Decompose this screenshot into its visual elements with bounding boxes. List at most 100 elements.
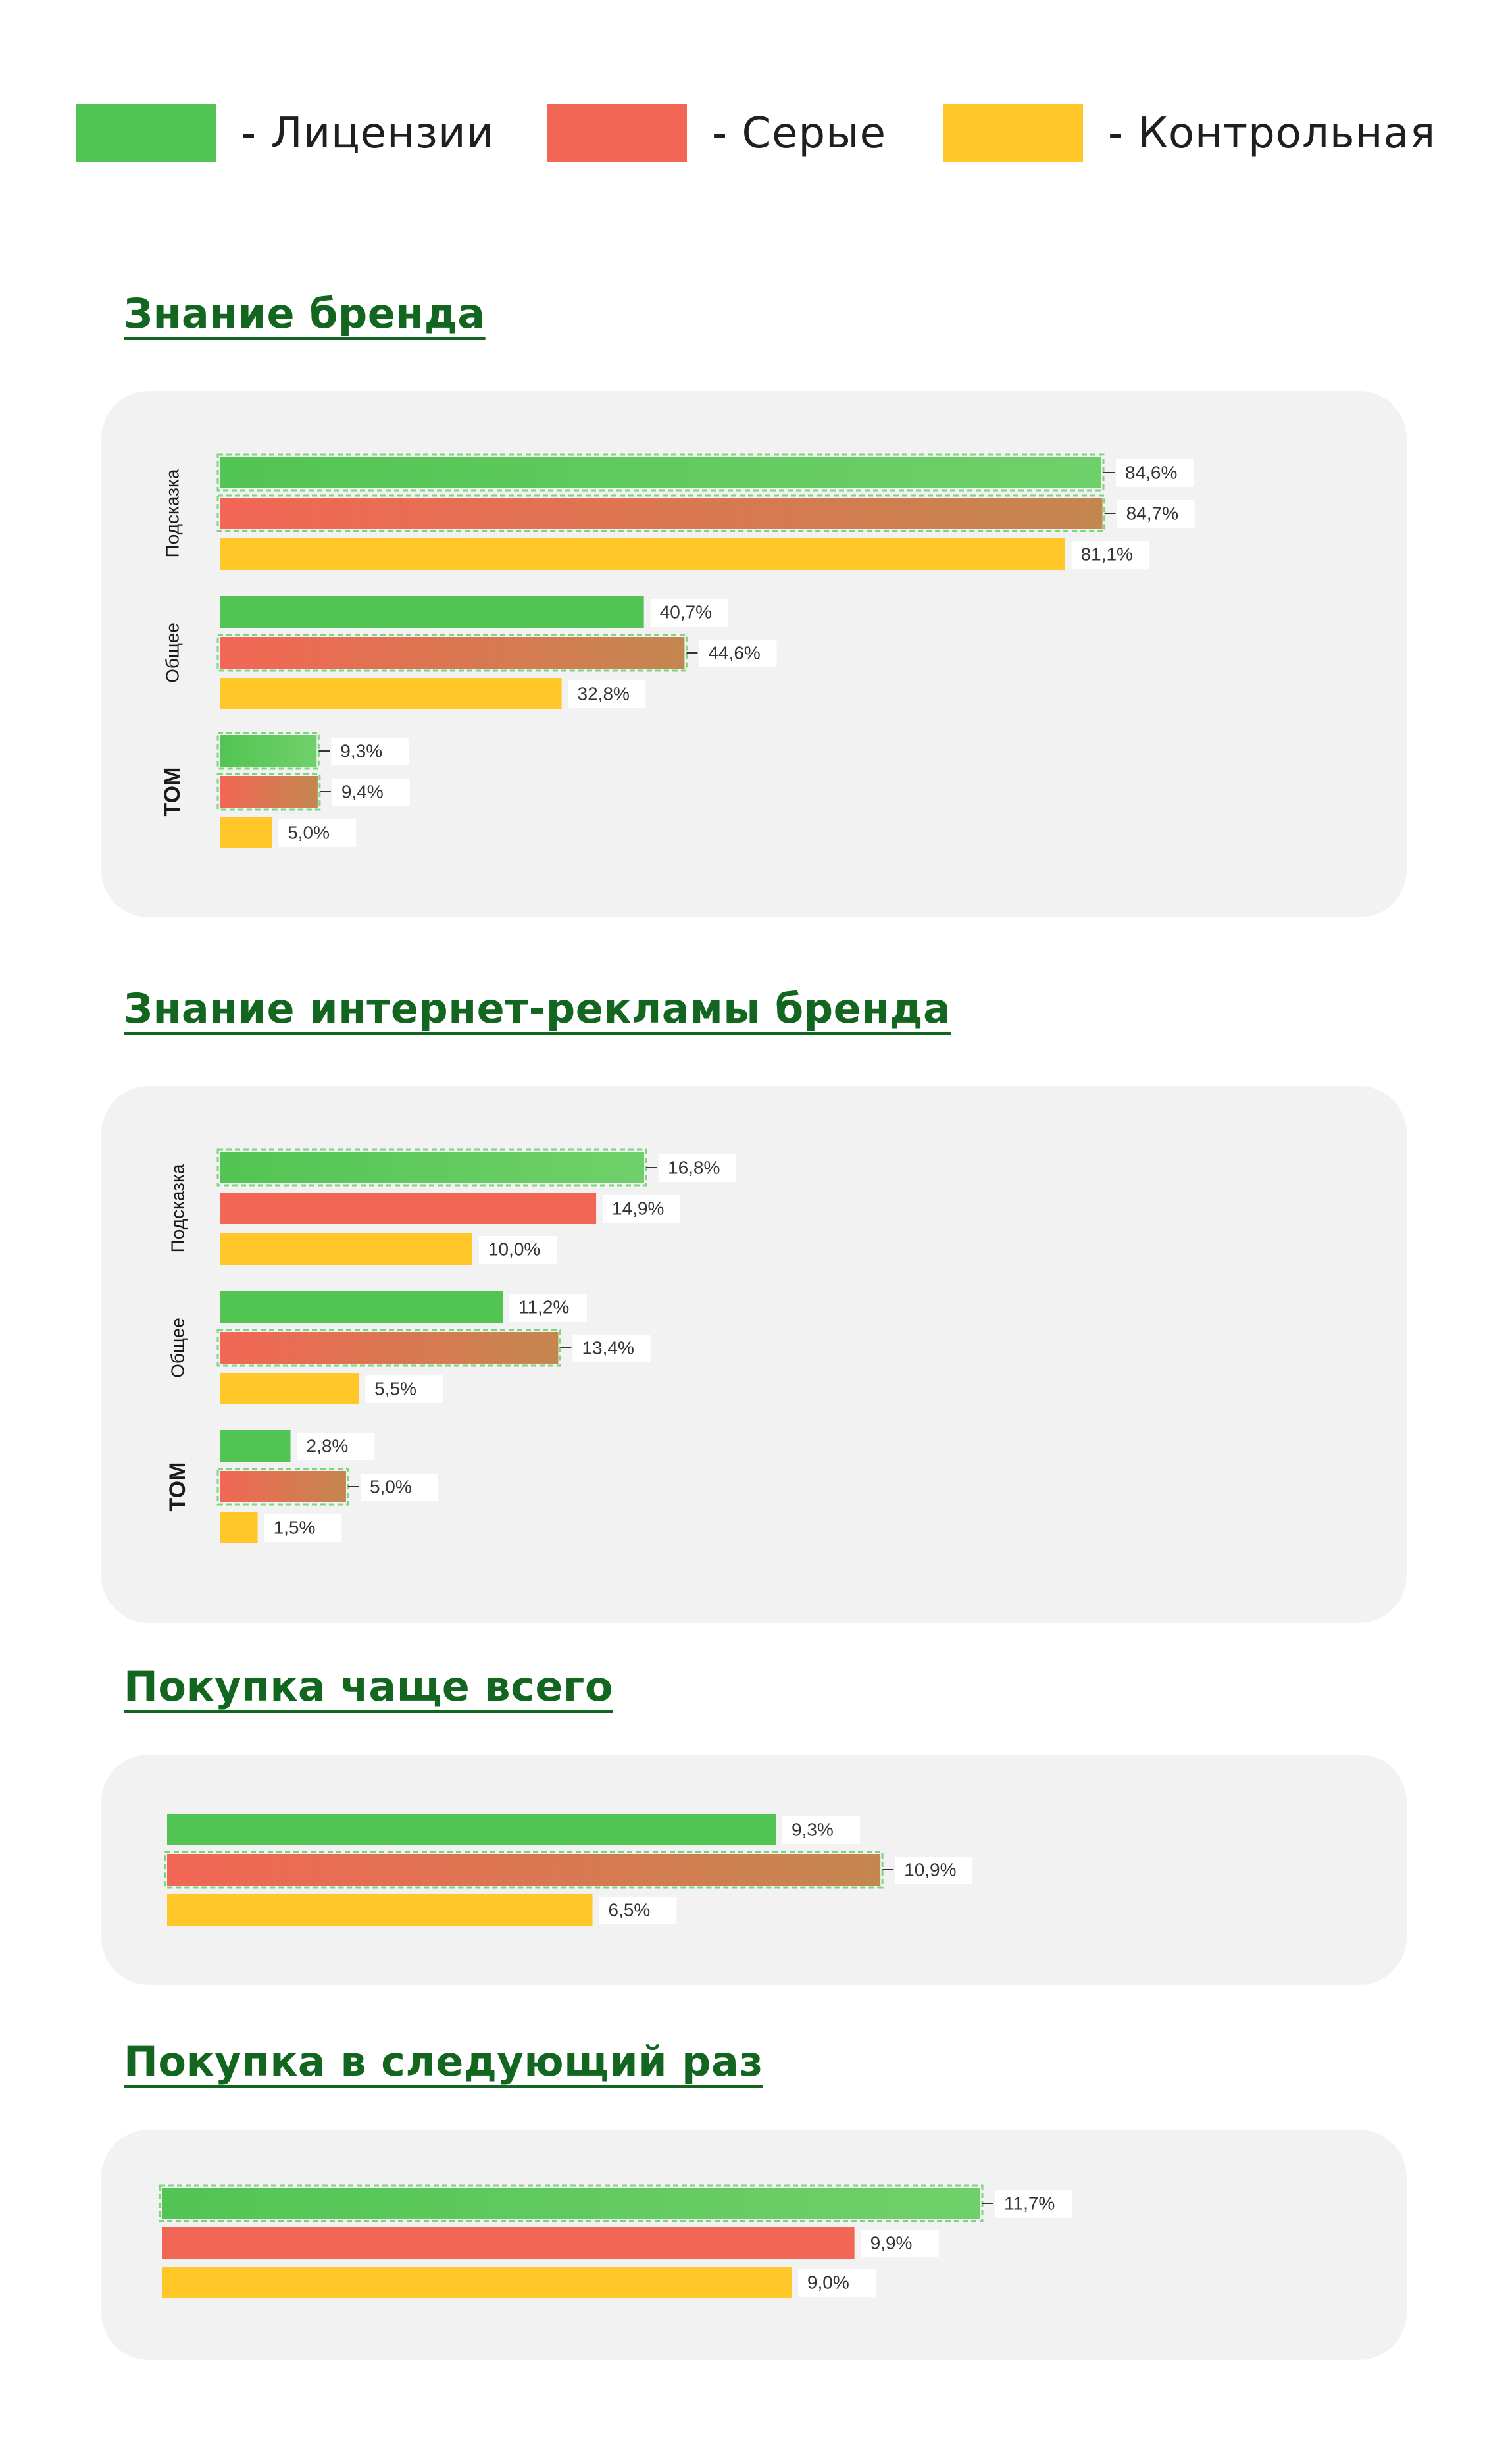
legend-swatch-control xyxy=(943,104,1083,162)
bar-gray-1 xyxy=(220,637,685,669)
legend-label-control: - Контрольная xyxy=(1108,109,1436,158)
legend-label-gray: - Серые xyxy=(712,109,887,158)
category-label-0: Подсказка xyxy=(167,1164,188,1252)
data-label-bg-gray-2 xyxy=(360,1474,438,1501)
data-label-bg-licenses-0 xyxy=(995,2190,1072,2218)
legend: - Лицензии - Серые - Контрольная xyxy=(0,0,1508,197)
data-label-control-0: 6,5% xyxy=(609,1899,651,1920)
bar-gray-0 xyxy=(167,1854,881,1886)
data-label-bg-gray-0 xyxy=(603,1195,681,1223)
category-label-0: Подсказка xyxy=(162,469,182,557)
legend-label-licenses: - Лицензии xyxy=(241,109,495,158)
bar-licenses-2 xyxy=(220,735,317,767)
bar-licenses-0 xyxy=(220,457,1101,488)
data-label-gray-0: 84,7% xyxy=(1126,503,1178,523)
data-label-bg-licenses-0 xyxy=(1116,459,1194,487)
data-label-control-0: 10,0% xyxy=(488,1239,540,1259)
bar-control-1 xyxy=(220,678,562,709)
bar-highlight-gray-1 xyxy=(216,634,688,672)
chart-panel-most-often-purchase: 9,3% 10,9% 6,5% xyxy=(101,1755,1407,1985)
data-label-bg-gray-0 xyxy=(1117,500,1195,528)
data-label-control-2: 1,5% xyxy=(274,1517,316,1537)
bar-gray-1 xyxy=(220,1332,559,1364)
data-label-bg-control-0 xyxy=(599,1897,677,1924)
category-label-2: TOM xyxy=(160,767,185,817)
data-label-control-0: 9,0% xyxy=(807,2272,849,2292)
data-label-control-1: 5,5% xyxy=(374,1378,416,1399)
bar-gray-0 xyxy=(162,2227,855,2259)
chart-title-brand-awareness: Знание бренда xyxy=(124,290,486,338)
data-label-bg-gray-1 xyxy=(699,640,777,667)
bar-gray-0 xyxy=(220,1193,597,1224)
data-label-bg-licenses-2 xyxy=(297,1433,375,1460)
bar-gray-2 xyxy=(220,1471,346,1502)
bar-gray-2 xyxy=(220,776,318,808)
data-label-bg-licenses-0 xyxy=(782,1816,860,1844)
data-label-bg-licenses-1 xyxy=(650,599,728,627)
data-label-gray-1: 44,6% xyxy=(708,642,760,663)
chart-panel-next-purchase: 11,7% 9,9% 9,0% xyxy=(101,2130,1407,2360)
bar-licenses-0 xyxy=(167,1814,776,1845)
data-label-control-0: 81,1% xyxy=(1081,544,1133,564)
data-label-bg-licenses-1 xyxy=(509,1294,587,1322)
data-label-licenses-0: 11,7% xyxy=(1004,2193,1055,2213)
data-label-gray-2: 9,4% xyxy=(341,781,384,802)
data-label-bg-licenses-0 xyxy=(659,1154,736,1182)
bar-highlight-gray-2 xyxy=(216,773,321,811)
data-label-gray-1: 13,4% xyxy=(582,1337,634,1358)
bar-gray-0 xyxy=(220,498,1103,529)
chart-internet-ads-awareness: Подсказка 16,8% 14,9% 10,0% Общее 11,2% 13,4% 5… xyxy=(165,1148,736,1543)
data-label-bg-gray-0 xyxy=(895,1857,973,1884)
data-label-bg-licenses-2 xyxy=(331,738,409,765)
chart-title-internet-ads-awareness: Знание интернет-рекламы бренда xyxy=(124,985,951,1033)
bar-control-2 xyxy=(220,1512,258,1543)
bar-licenses-1 xyxy=(220,1291,503,1323)
data-label-gray-0: 9,9% xyxy=(870,2232,913,2253)
data-label-bg-control-2 xyxy=(278,819,357,847)
category-label-2: TOM xyxy=(165,1462,190,1512)
data-label-licenses-2: 2,8% xyxy=(307,1435,349,1456)
bar-licenses-0 xyxy=(162,2188,980,2219)
data-label-control-2: 5,0% xyxy=(288,822,330,842)
chart-title-most-often-purchase: Покупка чаще всего xyxy=(124,1662,613,1710)
data-label-licenses-1: 40,7% xyxy=(660,602,712,622)
bar-highlight-gray-0 xyxy=(216,494,1106,532)
data-label-bg-gray-2 xyxy=(332,779,410,806)
data-label-licenses-0: 16,8% xyxy=(668,1157,720,1177)
data-label-licenses-0: 84,6% xyxy=(1125,462,1177,482)
data-label-licenses-2: 9,3% xyxy=(340,740,382,761)
legend-swatch-licenses xyxy=(76,104,216,162)
legend-swatch-gray xyxy=(547,104,687,162)
chart-most-often-purchase: 9,3% 10,9% 6,5% xyxy=(164,1814,973,1926)
bar-control-1 xyxy=(220,1373,359,1404)
bar-control-2 xyxy=(220,817,272,848)
data-label-bg-control-0 xyxy=(797,2269,876,2297)
data-label-bg-control-0 xyxy=(1071,541,1149,569)
data-label-bg-control-1 xyxy=(365,1375,443,1403)
data-label-bg-control-1 xyxy=(568,680,646,708)
data-label-bg-control-2 xyxy=(264,1514,342,1542)
data-label-licenses-0: 9,3% xyxy=(792,1819,834,1839)
chart-title-next-purchase: Покупка в следующий раз xyxy=(124,2038,763,2086)
data-label-control-1: 32,8% xyxy=(578,683,630,704)
data-label-bg-gray-0 xyxy=(861,2230,939,2257)
bar-control-0 xyxy=(220,538,1065,570)
bar-control-0 xyxy=(167,1894,593,1926)
category-label-1: Общее xyxy=(162,623,182,683)
bar-control-0 xyxy=(220,1233,472,1265)
category-label-1: Общее xyxy=(167,1318,188,1378)
data-label-gray-2: 5,0% xyxy=(370,1476,412,1497)
bar-licenses-0 xyxy=(220,1152,644,1183)
bar-licenses-1 xyxy=(220,596,644,628)
chart-brand-awareness: Подсказка 84,6% 84,7% 81,1% Общее 40,7% 44,6% 3… xyxy=(160,453,1195,848)
data-label-gray-0: 14,9% xyxy=(612,1198,664,1218)
bar-control-0 xyxy=(162,2267,792,2298)
data-label-bg-control-0 xyxy=(478,1236,557,1264)
data-label-gray-0: 10,9% xyxy=(904,1859,956,1880)
data-label-licenses-1: 11,2% xyxy=(518,1296,569,1317)
chart-panel-brand-awareness: Подсказка 84,6% 84,7% 81,1% Общее 40,7% 44,6% 3… xyxy=(101,391,1407,917)
chart-panel-internet-ads-awareness: Подсказка 16,8% 14,9% 10,0% Общее 11,2% 13,4% 5… xyxy=(101,1086,1407,1623)
data-label-bg-gray-1 xyxy=(572,1335,651,1362)
chart-next-purchase: 11,7% 9,9% 9,0% xyxy=(159,2184,1072,2298)
bar-licenses-2 xyxy=(220,1430,291,1462)
